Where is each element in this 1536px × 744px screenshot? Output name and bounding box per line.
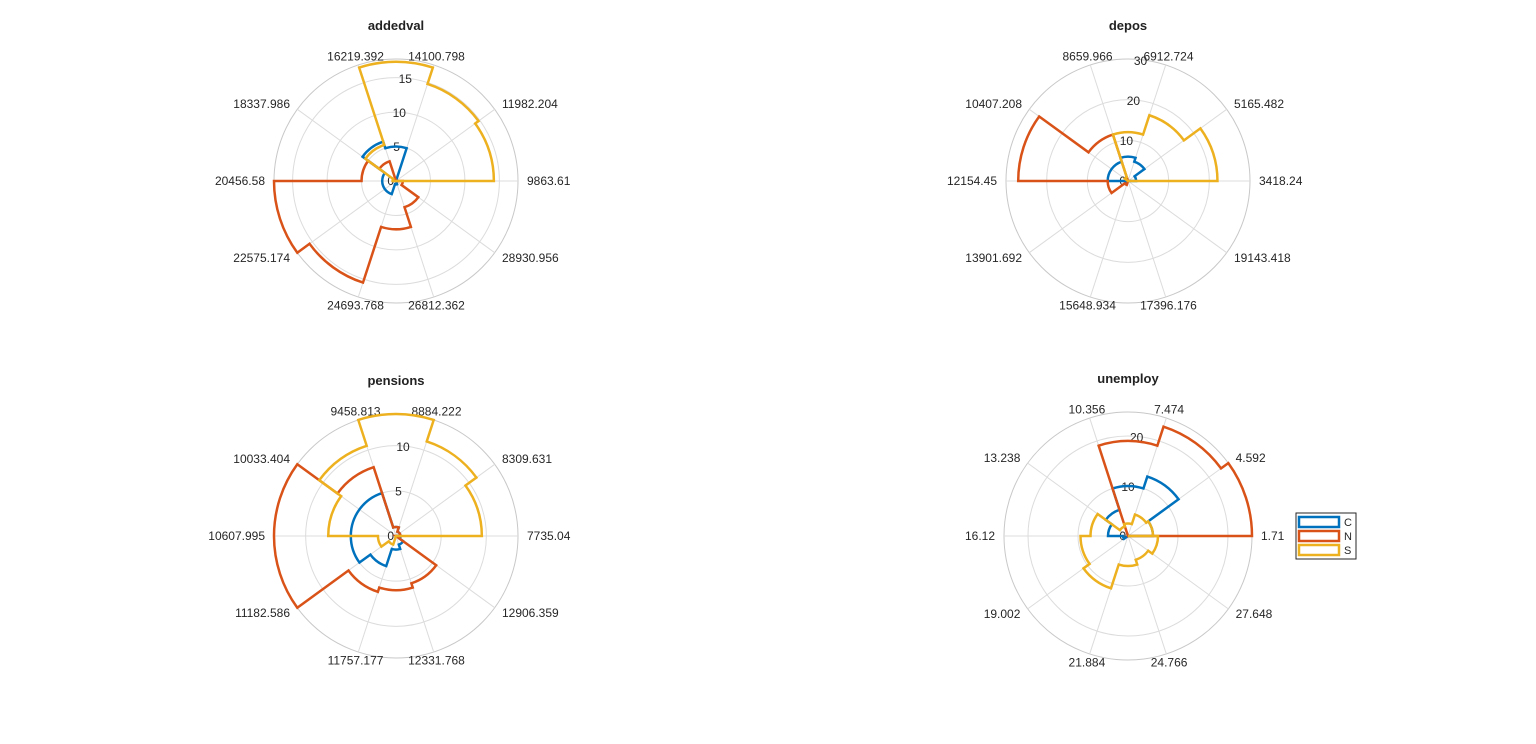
theta-tick-label: 12331.768	[408, 654, 465, 668]
theta-tick-label: 10607.995	[208, 529, 265, 543]
theta-tick-label: 10033.404	[233, 452, 290, 466]
series-outline-C	[349, 491, 406, 568]
series-outline-C	[1104, 474, 1181, 541]
theta-tick-label: 7735.04	[527, 529, 571, 543]
theta-tick-label: 16219.392	[327, 49, 384, 63]
series-outline-N	[272, 158, 421, 285]
chart-title: depos	[1109, 18, 1147, 33]
theta-tick-label: 26812.362	[408, 299, 465, 313]
theta-tick-label: 27.648	[1236, 607, 1273, 621]
r-tick-label: 10	[396, 440, 410, 454]
legend-swatch-N	[1297, 529, 1341, 543]
theta-tick-label: 10.356	[1069, 403, 1106, 417]
grid-spoke	[395, 180, 435, 298]
series-outline-N	[1016, 114, 1130, 195]
theta-tick-label: 1.71	[1261, 529, 1285, 543]
r-tick-label: 0	[387, 174, 394, 188]
theta-tick-label: 13901.692	[965, 251, 1022, 265]
theta-tick-label: 9458.813	[330, 404, 380, 418]
theta-tick-label: 5165.482	[1234, 97, 1284, 111]
theta-tick-label: 11757.177	[328, 654, 384, 668]
theta-tick-label: 13.238	[984, 451, 1021, 465]
theta-tick-label: 11982.204	[502, 97, 558, 111]
theta-tick-label: 24.766	[1151, 655, 1188, 669]
polar-chart-addedval: 9863.61 11982.204 14100.798 16219.392 18337.…	[215, 18, 571, 313]
r-tick-label: 0	[387, 529, 394, 543]
polar-chart-depos: 3418.24 5165.482 6912.724 8659.966 10407.208…	[947, 18, 1303, 313]
theta-tick-label: 21.884	[1069, 655, 1106, 669]
theta-tick-label: 16.12	[965, 529, 995, 543]
theta-tick-label: 17396.176	[1140, 299, 1197, 313]
theta-tick-label: 15648.934	[1059, 299, 1116, 313]
legend-swatch-S	[1297, 543, 1341, 557]
r-tick-label: 20	[1127, 94, 1141, 108]
theta-tick-label: 8884.222	[411, 404, 461, 418]
theta-tick-label: 14100.798	[408, 49, 465, 63]
grid-spoke	[1089, 535, 1129, 655]
polar-chart-pensions: 7735.04 8309.631 8884.222 9458.813 10033.404…	[208, 373, 570, 668]
theta-tick-label: 28930.956	[502, 251, 559, 265]
grid-spoke	[395, 535, 435, 653]
grid-spoke	[1127, 535, 1229, 610]
r-tick-label: 30	[1134, 54, 1148, 68]
chart-title: addedval	[368, 18, 424, 33]
legend-label-N: N	[1344, 531, 1352, 543]
r-tick-label: 15	[399, 72, 413, 86]
theta-tick-label: 3418.24	[1259, 174, 1303, 188]
theta-tick-label: 8309.631	[502, 452, 552, 466]
theta-tick-label: 6912.724	[1143, 49, 1193, 63]
theta-tick-label: 24693.768	[327, 299, 384, 313]
series-outline-N	[1097, 425, 1254, 538]
theta-tick-label: 20456.58	[215, 174, 265, 188]
grid-spoke	[1089, 180, 1129, 298]
chart-title: unemploy	[1097, 371, 1159, 386]
legend-label-C: C	[1344, 517, 1352, 529]
polar-chart-unemploy: 1.71 4.592 7.474 10.356 13.238 16.12 19.002 21.…	[965, 371, 1285, 669]
theta-tick-label: 22575.174	[233, 251, 290, 265]
theta-tick-label: 9863.61	[527, 174, 571, 188]
legend: CNS	[1295, 512, 1357, 560]
series-outline-C	[360, 140, 409, 196]
theta-tick-label: 8659.966	[1062, 49, 1112, 63]
grid-spoke	[1127, 535, 1167, 655]
grid-spoke	[395, 108, 495, 182]
series-outline-S	[317, 412, 484, 549]
series-outline-S	[1111, 113, 1219, 183]
r-tick-label: 10	[393, 106, 407, 120]
series-outline-S	[357, 60, 496, 183]
r-tick-label: 5	[395, 485, 402, 499]
grid-spoke	[297, 180, 397, 254]
legend-swatch-C	[1297, 515, 1341, 529]
grid-spoke	[1027, 535, 1129, 610]
theta-tick-label: 10407.208	[965, 97, 1022, 111]
chart-title: pensions	[367, 373, 424, 388]
grid-spoke	[1127, 180, 1167, 298]
series-outline-N	[272, 462, 438, 610]
theta-tick-label: 18337.986	[233, 97, 290, 111]
series-outline-S	[1079, 512, 1160, 590]
theta-tick-label: 11182.586	[235, 606, 290, 620]
legend-box	[1295, 512, 1357, 560]
theta-tick-label: 4.592	[1236, 451, 1266, 465]
grid-spoke	[1127, 180, 1227, 254]
grid-spoke	[395, 463, 495, 537]
theta-tick-label: 19143.418	[1234, 251, 1291, 265]
legend-label-S: S	[1344, 545, 1351, 557]
theta-tick-label: 7.474	[1154, 403, 1184, 417]
r-tick-label: 10	[1120, 134, 1134, 148]
theta-tick-label: 12154.45	[947, 174, 997, 188]
theta-tick-label: 19.002	[984, 607, 1021, 621]
theta-tick-label: 12906.359	[502, 606, 559, 620]
